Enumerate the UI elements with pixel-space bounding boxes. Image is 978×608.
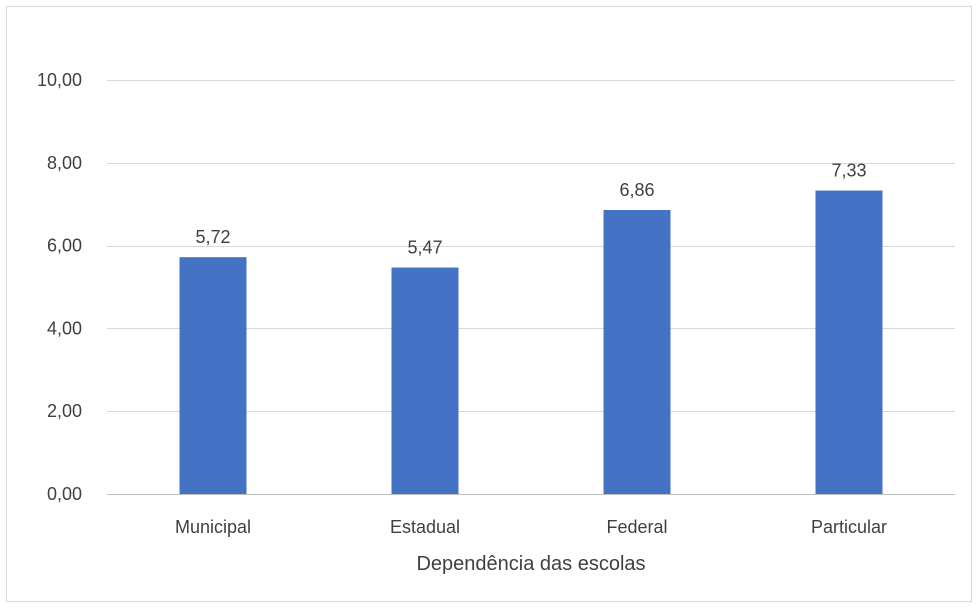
data-labels: 5,72 5,47 6,86 7,33 [195,161,866,258]
y-tick-label: 4,00 [47,318,82,338]
x-tick-label: Estadual [390,517,460,537]
y-tick-label: 6,00 [47,236,82,256]
data-label: 5,72 [195,227,230,247]
data-label: 7,33 [831,161,866,181]
bar [603,209,671,494]
chart-frame [6,6,972,602]
bar [179,257,247,494]
x-axis-tick-labels: Municipal Estadual Federal Particular [175,517,887,537]
bar [391,267,459,494]
bars [179,190,883,494]
x-tick-label: Federal [606,517,667,537]
data-label: 6,86 [619,180,654,200]
x-tick-label: Particular [811,517,887,537]
gridlines [107,80,955,495]
y-tick-label: 0,00 [47,484,82,504]
x-axis-title: Dependência das escolas [416,553,645,575]
y-axis-tick-labels: 0,00 2,00 4,00 6,00 8,00 10,00 [37,70,82,504]
data-label: 5,47 [407,238,442,258]
y-tick-label: 10,00 [37,70,82,90]
bar [815,190,883,494]
y-tick-label: 2,00 [47,401,82,421]
y-tick-label: 8,00 [47,153,82,173]
x-tick-label: Municipal [175,517,251,537]
